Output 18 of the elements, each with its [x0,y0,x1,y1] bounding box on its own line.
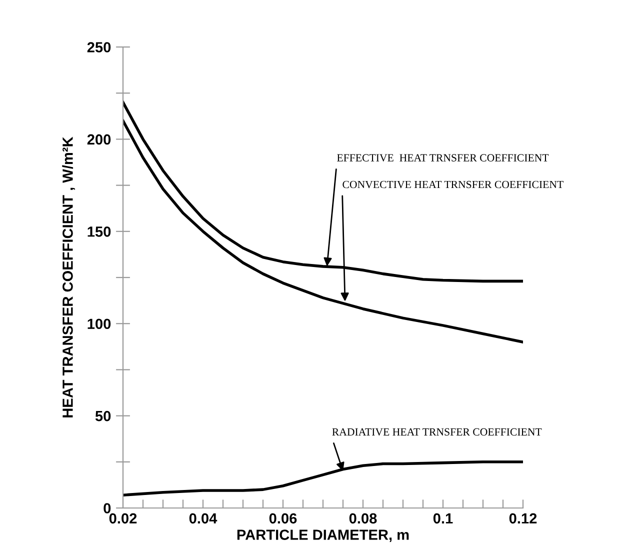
x-tick-label: 0.02 [109,513,137,524]
annotation: EFFECTIVE HEAT TRNSFER COEFFICIENT [337,154,549,162]
x-tick-label: 0.06 [269,513,297,524]
y-tick-label: 50 [95,410,111,422]
y-tick-label: 200 [87,134,111,145]
x-axis-title: PARTICLE DIAMETER, m [237,530,409,542]
annotation: RADIATIVE HEAT TRNSFER COEFFICIENT [332,428,542,436]
y-tick-label: 100 [88,318,111,330]
x-tick-label: 0.04 [189,513,218,524]
annotation: CONVECTIVE HEAT TRNSFER COEFFICIENT [342,180,564,188]
x-tick-label: 0.12 [509,513,537,524]
y-tick-label: 0 [104,503,111,514]
x-tick-label: 0.08 [349,513,377,524]
y-axis-title: HEAT TRANSFER COEFFICIENT , W/m²K [62,136,75,418]
x-tick-label: 0.1 [433,513,453,524]
y-tick-label: 250 [87,42,111,52]
y-tick-label: 150 [88,226,111,237]
line-series [123,460,523,496]
